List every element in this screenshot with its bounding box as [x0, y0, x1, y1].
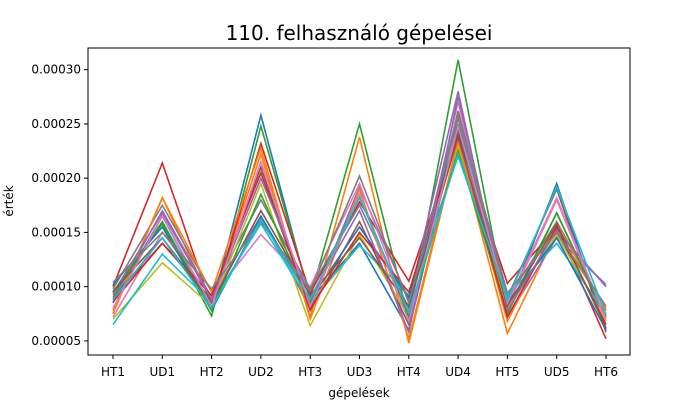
- x-tick-label: UD2: [248, 365, 274, 379]
- y-tick-label: 0.00005: [31, 334, 81, 348]
- x-tick-label: HT1: [101, 365, 125, 379]
- x-tick-label: HT3: [298, 365, 322, 379]
- y-tick-label: 0.00010: [31, 280, 81, 294]
- y-tick-label: 0.00020: [31, 171, 81, 185]
- series-line-18: [112, 109, 607, 307]
- y-tick-label: 0.00030: [31, 63, 81, 77]
- y-tick-label: 0.00015: [31, 225, 81, 239]
- x-tick-label: UD1: [149, 365, 175, 379]
- series-line-6: [112, 110, 607, 333]
- series-line-10: [112, 154, 607, 326]
- series-lines: [112, 59, 607, 344]
- series-line-14: [112, 131, 607, 325]
- chart-title: 110. felhasználó gépelései: [226, 21, 493, 45]
- series-line-16: [112, 134, 607, 329]
- y-axis-ticks: 0.00005 0.00010 0.00015 0.00020 0.00025 0.000…: [31, 63, 88, 348]
- y-axis-label: érték: [2, 185, 16, 216]
- series-line-15: [112, 96, 607, 335]
- x-axis-ticks: HT1 UD1 HT2 UD2 HT3 UD3 HT4 UD4 HT5 UD5 HT6: [101, 355, 618, 379]
- series-line-19: [112, 151, 607, 316]
- x-tick-label: HT4: [397, 365, 421, 379]
- x-tick-label: UD4: [445, 365, 471, 379]
- series-line-17: [112, 122, 607, 325]
- series-line-4: [112, 132, 607, 340]
- x-tick-label: UD5: [544, 365, 570, 379]
- series-line-12: [112, 137, 607, 342]
- series-line-2: [112, 136, 607, 344]
- x-tick-label: HT5: [495, 365, 519, 379]
- x-tick-label: HT2: [200, 365, 224, 379]
- y-tick-label: 0.00025: [31, 117, 81, 131]
- series-line-11: [112, 126, 607, 331]
- x-tick-label: HT6: [594, 365, 618, 379]
- x-axis-label: gépelések: [328, 386, 389, 400]
- x-tick-label: UD3: [347, 365, 373, 379]
